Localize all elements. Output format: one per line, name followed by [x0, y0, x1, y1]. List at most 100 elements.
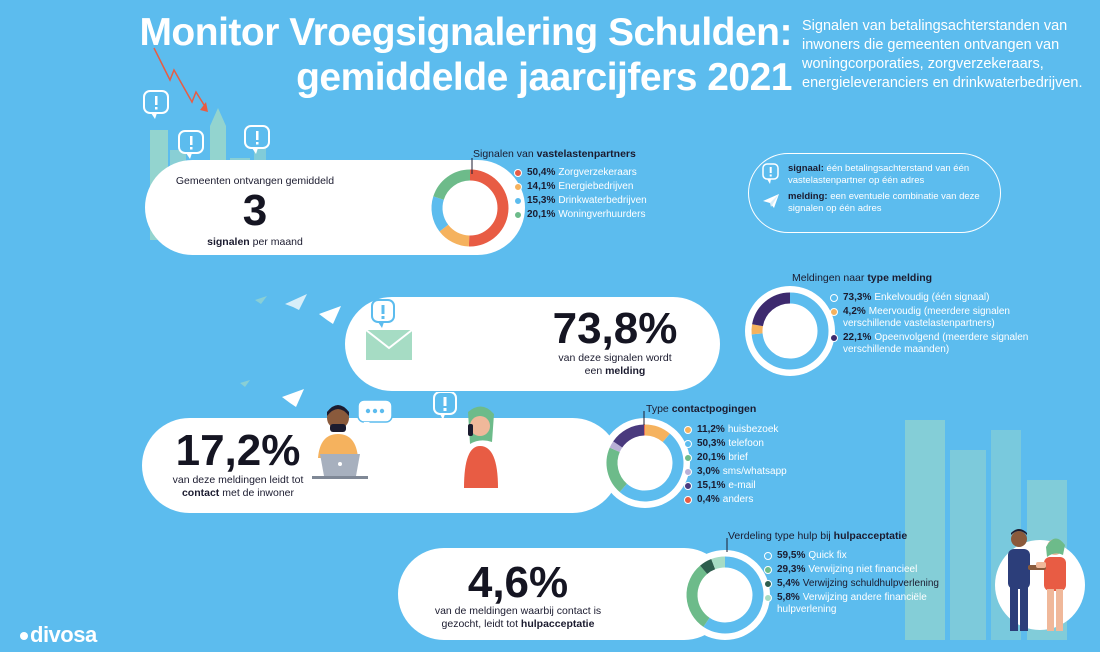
legend-label: Meervoudig (meerdere signalen verschille…: [843, 306, 1010, 329]
legend-value: 29,3%: [777, 564, 806, 575]
legend-label: sms/whatsapp: [722, 466, 787, 477]
legend-item: 20,1% Woningverhuurders: [514, 209, 684, 221]
legend-label: huisbezoek: [727, 424, 779, 435]
legend-label: Opeenvolgend (meerdere signalen verschil…: [843, 332, 1029, 355]
legend-label: telefoon: [728, 438, 764, 449]
melding-term: melding:: [788, 191, 828, 202]
legend-label: Drinkwaterbedrijven: [558, 195, 647, 206]
donut-vastelastenpartners: [431, 169, 509, 247]
melding-text-2-bold: melding: [605, 365, 646, 377]
leader-line: [726, 538, 728, 552]
legend-value: 14,1%: [527, 181, 556, 192]
donut-slice-2: [751, 324, 763, 335]
legend-label: Woningverhuurders: [558, 209, 646, 220]
signals-number: 3: [242, 186, 268, 235]
logo-text: divosa: [30, 622, 97, 647]
donut-type-melding: [751, 292, 829, 370]
legend-label: e-mail: [728, 480, 756, 491]
legend-item: 3,0% sms/whatsapp: [684, 466, 844, 478]
donut-slice-4: [711, 556, 726, 570]
legend-value: 5,8%: [777, 592, 800, 603]
legend-swatch: [684, 468, 692, 476]
title-line-2: gemiddelde jaarcijfers 2021: [296, 56, 792, 99]
leader-line: [643, 411, 645, 425]
legend-label: anders: [722, 494, 754, 505]
donut-slice-3: [431, 196, 449, 232]
legend-label: Energiebedrijven: [558, 181, 634, 192]
legend-swatch: [764, 552, 772, 560]
legend-label: Zorgverzekeraars: [558, 167, 637, 178]
donut-slice-2: [686, 565, 710, 627]
donut-slice-4: [609, 441, 623, 453]
signals-unit-rest: per maand: [252, 236, 303, 248]
legend-label: Verwijzing schuldhulpverlening: [802, 578, 939, 589]
donut-hulpacceptatie: [686, 556, 764, 634]
paper-plane-icon: [285, 294, 307, 310]
legend-value: 0,4%: [697, 494, 720, 505]
legend-swatch: [514, 169, 522, 177]
donut4-heading-pre: Verdeling type hulp bij: [728, 530, 831, 542]
handshake-illustration: [1008, 529, 1066, 631]
hulp-text-2-bold: hulpacceptatie: [520, 618, 595, 630]
melding-text-1: van deze signalen wordt: [558, 352, 672, 364]
contact-text-2-rest: met de inwoner: [222, 487, 295, 499]
donut-slice-1: [703, 556, 764, 634]
hulp-text-2: gezocht, leidt tot hulpacceptatie: [418, 618, 618, 631]
legend-value: 3,0%: [697, 466, 720, 477]
donut-slice-2: [439, 224, 470, 247]
person-laptop-illustration: [312, 399, 393, 479]
page-subtitle: Signalen van betalingsachterstanden van …: [802, 18, 1083, 91]
legend-value: 15,3%: [527, 195, 556, 206]
definition-melding: melding: een eventuele combinatie van de…: [762, 191, 992, 215]
band-contact: [142, 418, 620, 513]
legend-value: 50,4%: [527, 167, 556, 178]
envelope-alert-icon: [365, 299, 413, 360]
contact-text-1: van deze meldingen leidt tot: [172, 474, 304, 486]
melding-percentage: 73,8%: [552, 304, 678, 353]
legend-item: 22,1% Opeenvolgend (meerdere signalen ver…: [830, 332, 1060, 356]
leader-line: [471, 158, 473, 174]
donut3-heading-bold: contactpogingen: [671, 403, 757, 415]
signaal-text: één betalingsachterstand van één vastela…: [788, 163, 970, 186]
donut2-heading-pre: Meldingen naar: [792, 272, 865, 284]
legend-value: 73,3%: [843, 292, 872, 303]
legend-swatch: [764, 566, 772, 574]
title-line-1: Monitor Vroegsignalering Schulden:: [139, 11, 792, 54]
hulp-text-1: van de meldingen waarbij contact is: [434, 605, 602, 617]
contact-percentage: 17,2%: [175, 426, 301, 475]
contact-text-2: contact met de inwoner: [158, 487, 318, 500]
legend-swatch: [684, 426, 692, 434]
donut2-heading-bold: type melding: [867, 272, 933, 284]
legend-value: 11,2%: [697, 424, 725, 435]
legend-item: 4,2% Meervoudig (meerdere signalen versch…: [830, 306, 1060, 330]
legend-item: 50,4% Zorgverzekeraars: [514, 167, 684, 179]
legend-swatch: [684, 454, 692, 462]
legend-swatch: [764, 580, 772, 588]
melding-text-2: een melding: [535, 365, 695, 378]
legend-swatch: [514, 211, 522, 219]
melding-text: een eventuele combinatie van deze signal…: [788, 191, 980, 214]
donut-slice-3: [606, 447, 628, 492]
donut-slice-1: [468, 169, 509, 247]
signals-lead: Gemeenten ontvangen gemiddeld: [175, 175, 335, 187]
legend-item: 0,4% anders: [684, 494, 844, 506]
donut1-heading-bold: vastelastenpartners: [536, 148, 636, 160]
definition-signaal: signaal: één betalingsachterstand van éé…: [762, 163, 992, 187]
band-hulpacceptatie: [398, 548, 730, 640]
signals-unit: signalen per maand: [160, 236, 350, 249]
legend-item: 15,1% e-mail: [684, 480, 844, 492]
legend-item: 5,4% Verwijzing schuldhulpverlening: [764, 578, 964, 590]
paper-plane-icon: [763, 194, 779, 208]
donut4-heading: Verdeling type hulp bij hulpacceptatie: [728, 530, 907, 542]
donut-slice-1: [751, 292, 829, 370]
paper-planes-illustration: [240, 380, 304, 407]
legend-label: Verwijzing andere financiële hulpverleni…: [777, 592, 927, 615]
legend-item: 11,2% huisbezoek: [684, 424, 844, 436]
paper-plane-icon: [282, 389, 304, 407]
legend-value: 15,1%: [697, 480, 726, 491]
donut-contactpogingen: [606, 424, 684, 502]
signaal-term: signaal:: [788, 163, 824, 174]
donut-slice-3: [700, 559, 716, 575]
legend-swatch: [514, 183, 522, 191]
legend-value: 50,3%: [697, 438, 726, 449]
